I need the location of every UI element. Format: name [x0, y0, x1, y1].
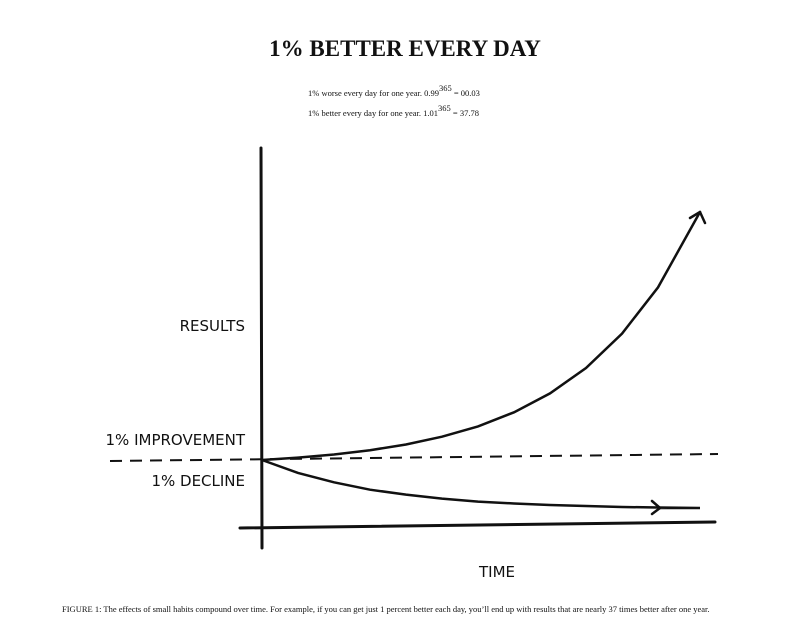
- improvement-label: 1% IMPROVEMENT: [106, 431, 246, 449]
- figure-caption: FIGURE 1: The effects of small habits co…: [62, 604, 710, 614]
- compound-growth-chart: RESULTS 1% IMPROVEMENT 1% DECLINE TIME: [106, 146, 719, 581]
- decline-arrowhead: [650, 499, 662, 516]
- formula-worse-text: 1% worse every day for one year. 0.99: [308, 88, 439, 98]
- y-axis-label: RESULTS: [180, 317, 245, 335]
- chart-title: 1% BETTER EVERY DAY: [269, 36, 541, 61]
- formula-worse: 1% worse every day for one year. 0.99365…: [308, 84, 480, 98]
- y-axis: [259, 146, 264, 550]
- improvement-arrowhead: [688, 210, 707, 225]
- improvement-curve: [260, 210, 702, 462]
- baseline-dashed: [109, 453, 719, 462]
- formula-worse-exponent: 365: [439, 83, 452, 93]
- decline-label: 1% DECLINE: [151, 472, 245, 490]
- formula-better-text: 1% better every day for one year. 1.01: [308, 108, 439, 118]
- formula-better-result: = 37.78: [450, 108, 479, 118]
- x-axis-label: TIME: [478, 563, 515, 581]
- x-axis: [238, 520, 717, 530]
- decline-curve: [260, 458, 701, 510]
- formula-better-exponent: 365: [438, 103, 451, 113]
- formula-better: 1% better every day for one year. 1.0136…: [308, 104, 479, 118]
- formula-worse-result: = 00.03: [451, 88, 480, 98]
